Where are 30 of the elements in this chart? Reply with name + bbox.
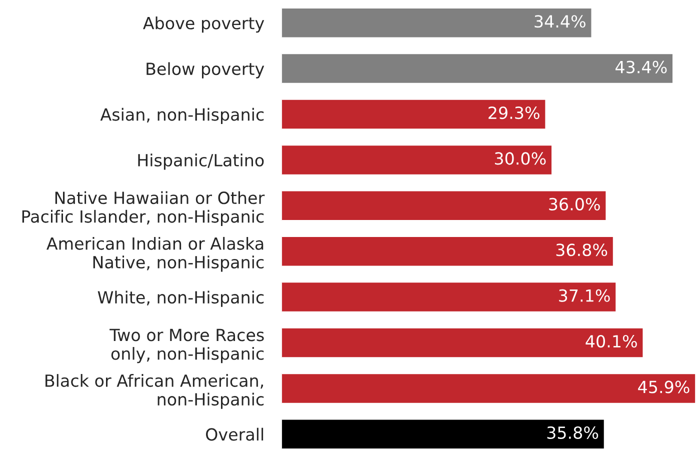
y-tick-label: Two or More Races only, non-Hispanic (110, 328, 264, 364)
data-label: 36.8% (556, 244, 608, 256)
y-tick-label: Black or African American, non-Hispanic (46, 374, 264, 409)
bar (281, 190, 608, 222)
data-label: 35.8% (547, 426, 598, 439)
y-tick-label: Overall (206, 428, 264, 441)
bar (281, 326, 644, 359)
data-label: 43.4% (616, 60, 667, 74)
data-label: 36.0% (549, 198, 600, 210)
data-label: 34.4% (534, 15, 586, 28)
y-tick-label: White, non-Hispanic (98, 290, 264, 307)
y-tick-label: Below poverty (146, 62, 264, 78)
bar (281, 236, 614, 268)
y-tick-label: Native Hawaiian or Other Pacific Islander, non-Hispanic (22, 191, 265, 226)
bar (281, 98, 547, 130)
bar (281, 281, 618, 313)
bar (281, 7, 593, 39)
data-label: 29.3% (488, 106, 540, 120)
data-label: 37.1% (559, 289, 610, 302)
y-tick-label: Asian, non-Hispanic (100, 108, 264, 124)
y-tick-label: Above poverty (143, 16, 264, 33)
bar (281, 372, 696, 404)
data-label: 40.1% (586, 334, 637, 348)
y-tick-label: American Indian or Alaska Native, non-Hispanic (46, 236, 264, 272)
bar (281, 52, 674, 84)
y-tick-label: Hispanic/Latino (138, 154, 264, 170)
data-label: 45.9% (638, 380, 690, 394)
data-label: 30.0% (494, 152, 546, 165)
bar (281, 418, 606, 450)
bar (281, 144, 553, 176)
